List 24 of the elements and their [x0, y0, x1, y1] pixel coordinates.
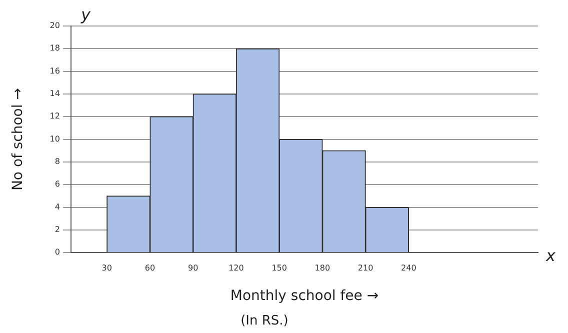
x-tick-label: 180: [314, 263, 330, 272]
y-tick-label: 20: [50, 21, 60, 30]
x-axis-title: Monthly school fee →: [230, 288, 379, 304]
y-tick-label: 12: [50, 112, 60, 121]
text: (In RS.): [240, 313, 288, 328]
y-tick-label: 16: [50, 66, 60, 76]
y-tick-label: 10: [50, 134, 60, 144]
y-tick-label: 6: [54, 180, 60, 189]
y-tick-label: 2: [54, 225, 60, 234]
y-tick-label: 8: [54, 157, 60, 166]
x-tick-label: 90: [188, 263, 198, 272]
x-tick-label: 60: [144, 263, 156, 272]
x-tick-label: 120: [228, 263, 244, 272]
y-tick-label: 0: [54, 248, 60, 257]
y-tick-label: 14: [50, 89, 60, 98]
x-tick-label: 150: [272, 263, 287, 272]
text: x: [545, 246, 556, 265]
text: y: [80, 5, 91, 24]
y-tick-label: 4: [54, 202, 60, 212]
x-tick-label: 210: [358, 263, 374, 272]
y-tick-label: 18: [50, 44, 60, 53]
y-axis-title: No of school →: [10, 88, 26, 191]
x-tick-label: 240: [401, 263, 416, 272]
x-tick-label: 30: [102, 263, 112, 272]
